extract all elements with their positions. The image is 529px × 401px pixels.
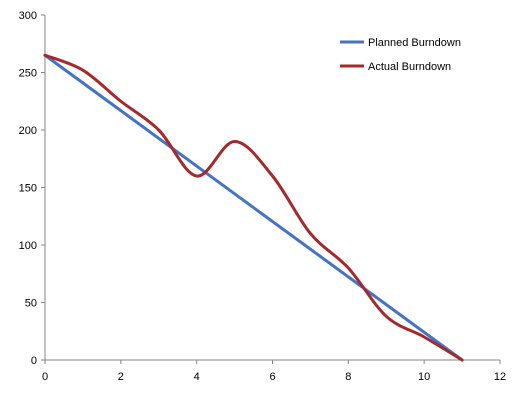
- x-tick-label: 12: [494, 371, 506, 383]
- x-tick-label: 4: [194, 371, 200, 383]
- y-tick-label: 300: [19, 10, 37, 22]
- axes: 0 50 100 150 200 250 300 0 2 4 6 8 10 12: [19, 10, 506, 383]
- y-tick-label: 100: [19, 240, 37, 252]
- y-tick-label: 0: [31, 355, 37, 367]
- series-lines: [43, 53, 464, 362]
- legend-label: Actual Burndown: [368, 61, 451, 73]
- x-tick-label: 10: [418, 371, 430, 383]
- x-tick-label: 2: [118, 371, 124, 383]
- y-tick-label: 150: [19, 183, 37, 195]
- y-tick-label: 200: [19, 125, 37, 137]
- legend: Planned Burndown Actual Burndown: [340, 37, 461, 73]
- y-tick-label: 250: [19, 68, 37, 80]
- x-tick-label: 8: [345, 371, 351, 383]
- legend-label: Planned Burndown: [368, 37, 461, 49]
- x-tick-label: 6: [269, 371, 275, 383]
- planned-burndown-line: [43, 53, 464, 362]
- y-tick-label: 50: [25, 298, 37, 310]
- actual-burndown-line: [43, 53, 464, 362]
- x-tick-label: 0: [42, 371, 48, 383]
